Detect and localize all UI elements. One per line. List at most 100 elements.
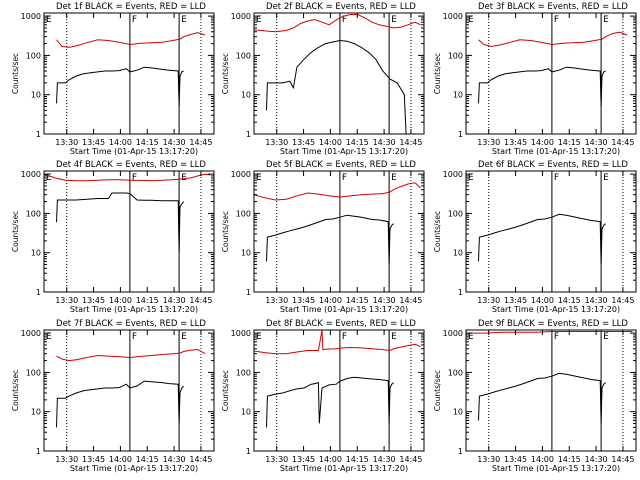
x-tick-label: 14:30	[585, 296, 608, 305]
flag-label: F	[132, 15, 137, 25]
events-series-line	[266, 376, 394, 428]
panel-title: Det 8f BLACK = Events, RED = LLD	[266, 319, 416, 329]
x-tick-label: 14:15	[346, 296, 369, 305]
flag-label: E	[468, 332, 474, 342]
x-tick-label: 13:45	[292, 455, 315, 464]
lld-series-line	[466, 331, 633, 334]
events-series-line	[56, 380, 184, 428]
x-tick-label: 14:30	[373, 138, 396, 147]
lld-series-line	[254, 330, 421, 355]
x-axis-title: Start Time (01-Apr-15 13:17:20)	[280, 305, 408, 314]
x-axis-title: Start Time (01-Apr-15 13:17:20)	[492, 464, 620, 473]
flag-label: E	[391, 173, 397, 183]
y-tick-label: 10	[31, 249, 41, 258]
y-tick-label: 10	[453, 408, 463, 417]
panel-det-6: Det 6f BLACK = Events, RED = LLD E F E 1 10 10…	[433, 160, 637, 314]
flag-label: E	[46, 15, 52, 25]
x-tick-label: 13:45	[504, 138, 527, 147]
x-tick-label: 14:45	[189, 296, 212, 305]
y-tick-label: 1000	[443, 170, 463, 179]
plot-frame	[465, 329, 637, 452]
y-tick-label: 1	[36, 447, 41, 456]
y-tick-label: 1000	[21, 12, 41, 21]
x-tick-label: 13:45	[292, 138, 315, 147]
y-tick-label: 100	[26, 51, 41, 60]
x-tick-label: 14:45	[611, 296, 634, 305]
y-tick-label: 10	[241, 91, 251, 100]
y-axis-title: Counts/sec	[221, 211, 230, 252]
flag-label: E	[46, 332, 52, 342]
x-tick-label: 14:45	[399, 296, 422, 305]
panel-det-7: Det 7f BLACK = Events, RED = LLD E F E 1 10 10…	[11, 319, 215, 473]
y-axis-title: Counts/sec	[433, 370, 442, 411]
panel-det-5: Det 5f BLACK = Events, RED = LLD E F E 1 10 10…	[221, 160, 425, 314]
x-tick-label: 13:45	[504, 455, 527, 464]
x-tick-label: 13:30	[55, 455, 78, 464]
y-tick-label: 100	[236, 209, 251, 218]
x-axis-title: Start Time (01-Apr-15 13:17:20)	[492, 147, 620, 156]
flag-label: E	[46, 173, 52, 183]
flag-label: E	[603, 332, 609, 342]
y-tick-label: 1	[36, 130, 41, 139]
x-tick-label: 14:00	[109, 296, 132, 305]
x-tick-label: 14:45	[399, 455, 422, 464]
x-tick-label: 14:15	[136, 455, 159, 464]
lld-series-line	[478, 31, 628, 47]
x-tick-label: 13:30	[477, 455, 500, 464]
x-tick-label: 13:30	[55, 296, 78, 305]
panel-det-3: Det 3f BLACK = Events, RED = LLD E F E 1 10 10…	[433, 2, 637, 156]
flag-label: F	[554, 332, 559, 342]
flag-label: F	[342, 173, 347, 183]
y-tick-label: 100	[448, 368, 463, 377]
panel-det-1: Det 1f BLACK = Events, RED = LLD E F E 1 10 10…	[11, 2, 215, 156]
flag-label: E	[603, 15, 609, 25]
flag-label: F	[342, 15, 347, 25]
x-tick-label: 13:45	[82, 138, 105, 147]
panel-title: Det 9f BLACK = Events, RED = LLD	[478, 319, 628, 329]
x-axis-title: Start Time (01-Apr-15 13:17:20)	[70, 147, 198, 156]
panel-title: Det 6f BLACK = Events, RED = LLD	[478, 160, 628, 170]
x-tick-label: 13:45	[82, 296, 105, 305]
x-tick-label: 14:15	[558, 138, 581, 147]
flag-label: E	[181, 15, 187, 25]
y-tick-label: 100	[26, 209, 41, 218]
x-tick-label: 13:45	[292, 296, 315, 305]
y-axis-title: Counts/sec	[11, 211, 20, 252]
x-tick-label: 14:30	[585, 138, 608, 147]
lld-series-line	[254, 182, 421, 201]
y-tick-label: 10	[241, 249, 251, 258]
panel-det-8: Det 8f BLACK = Events, RED = LLD E F E 1 10 10…	[221, 319, 425, 473]
x-axis-title: Start Time (01-Apr-15 13:17:20)	[70, 305, 198, 314]
x-tick-label: 14:45	[189, 138, 212, 147]
x-tick-label: 13:30	[55, 138, 78, 147]
x-tick-label: 13:45	[504, 296, 527, 305]
panel-det-2: Det 2f BLACK = Events, RED = LLD E F E 1 10 10…	[221, 2, 425, 156]
x-tick-label: 14:30	[163, 455, 186, 464]
events-series-line	[478, 66, 606, 107]
y-tick-label: 10	[31, 408, 41, 417]
y-axis-title: Counts/sec	[433, 53, 442, 94]
plot-frame	[253, 329, 425, 452]
events-series-line	[266, 39, 408, 134]
x-tick-label: 14:00	[531, 138, 554, 147]
y-tick-label: 100	[236, 368, 251, 377]
events-series-line	[478, 213, 606, 265]
x-tick-label: 14:00	[531, 296, 554, 305]
y-axis-title: Counts/sec	[221, 53, 230, 94]
flag-label: E	[181, 173, 187, 183]
panel-title: Det 1f BLACK = Events, RED = LLD	[56, 2, 206, 12]
x-tick-label: 14:00	[319, 455, 342, 464]
x-tick-label: 14:30	[373, 296, 396, 305]
panel-title: Det 7f BLACK = Events, RED = LLD	[56, 319, 206, 329]
y-tick-label: 100	[236, 51, 251, 60]
x-tick-label: 14:00	[109, 455, 132, 464]
flag-label: E	[603, 173, 609, 183]
x-tick-label: 13:30	[265, 455, 288, 464]
flag-label: F	[132, 332, 137, 342]
y-tick-label: 100	[26, 368, 41, 377]
flag-label: E	[181, 332, 187, 342]
y-tick-label: 1	[36, 288, 41, 297]
x-tick-label: 14:30	[163, 296, 186, 305]
x-tick-label: 13:30	[477, 138, 500, 147]
x-tick-label: 14:15	[136, 138, 159, 147]
